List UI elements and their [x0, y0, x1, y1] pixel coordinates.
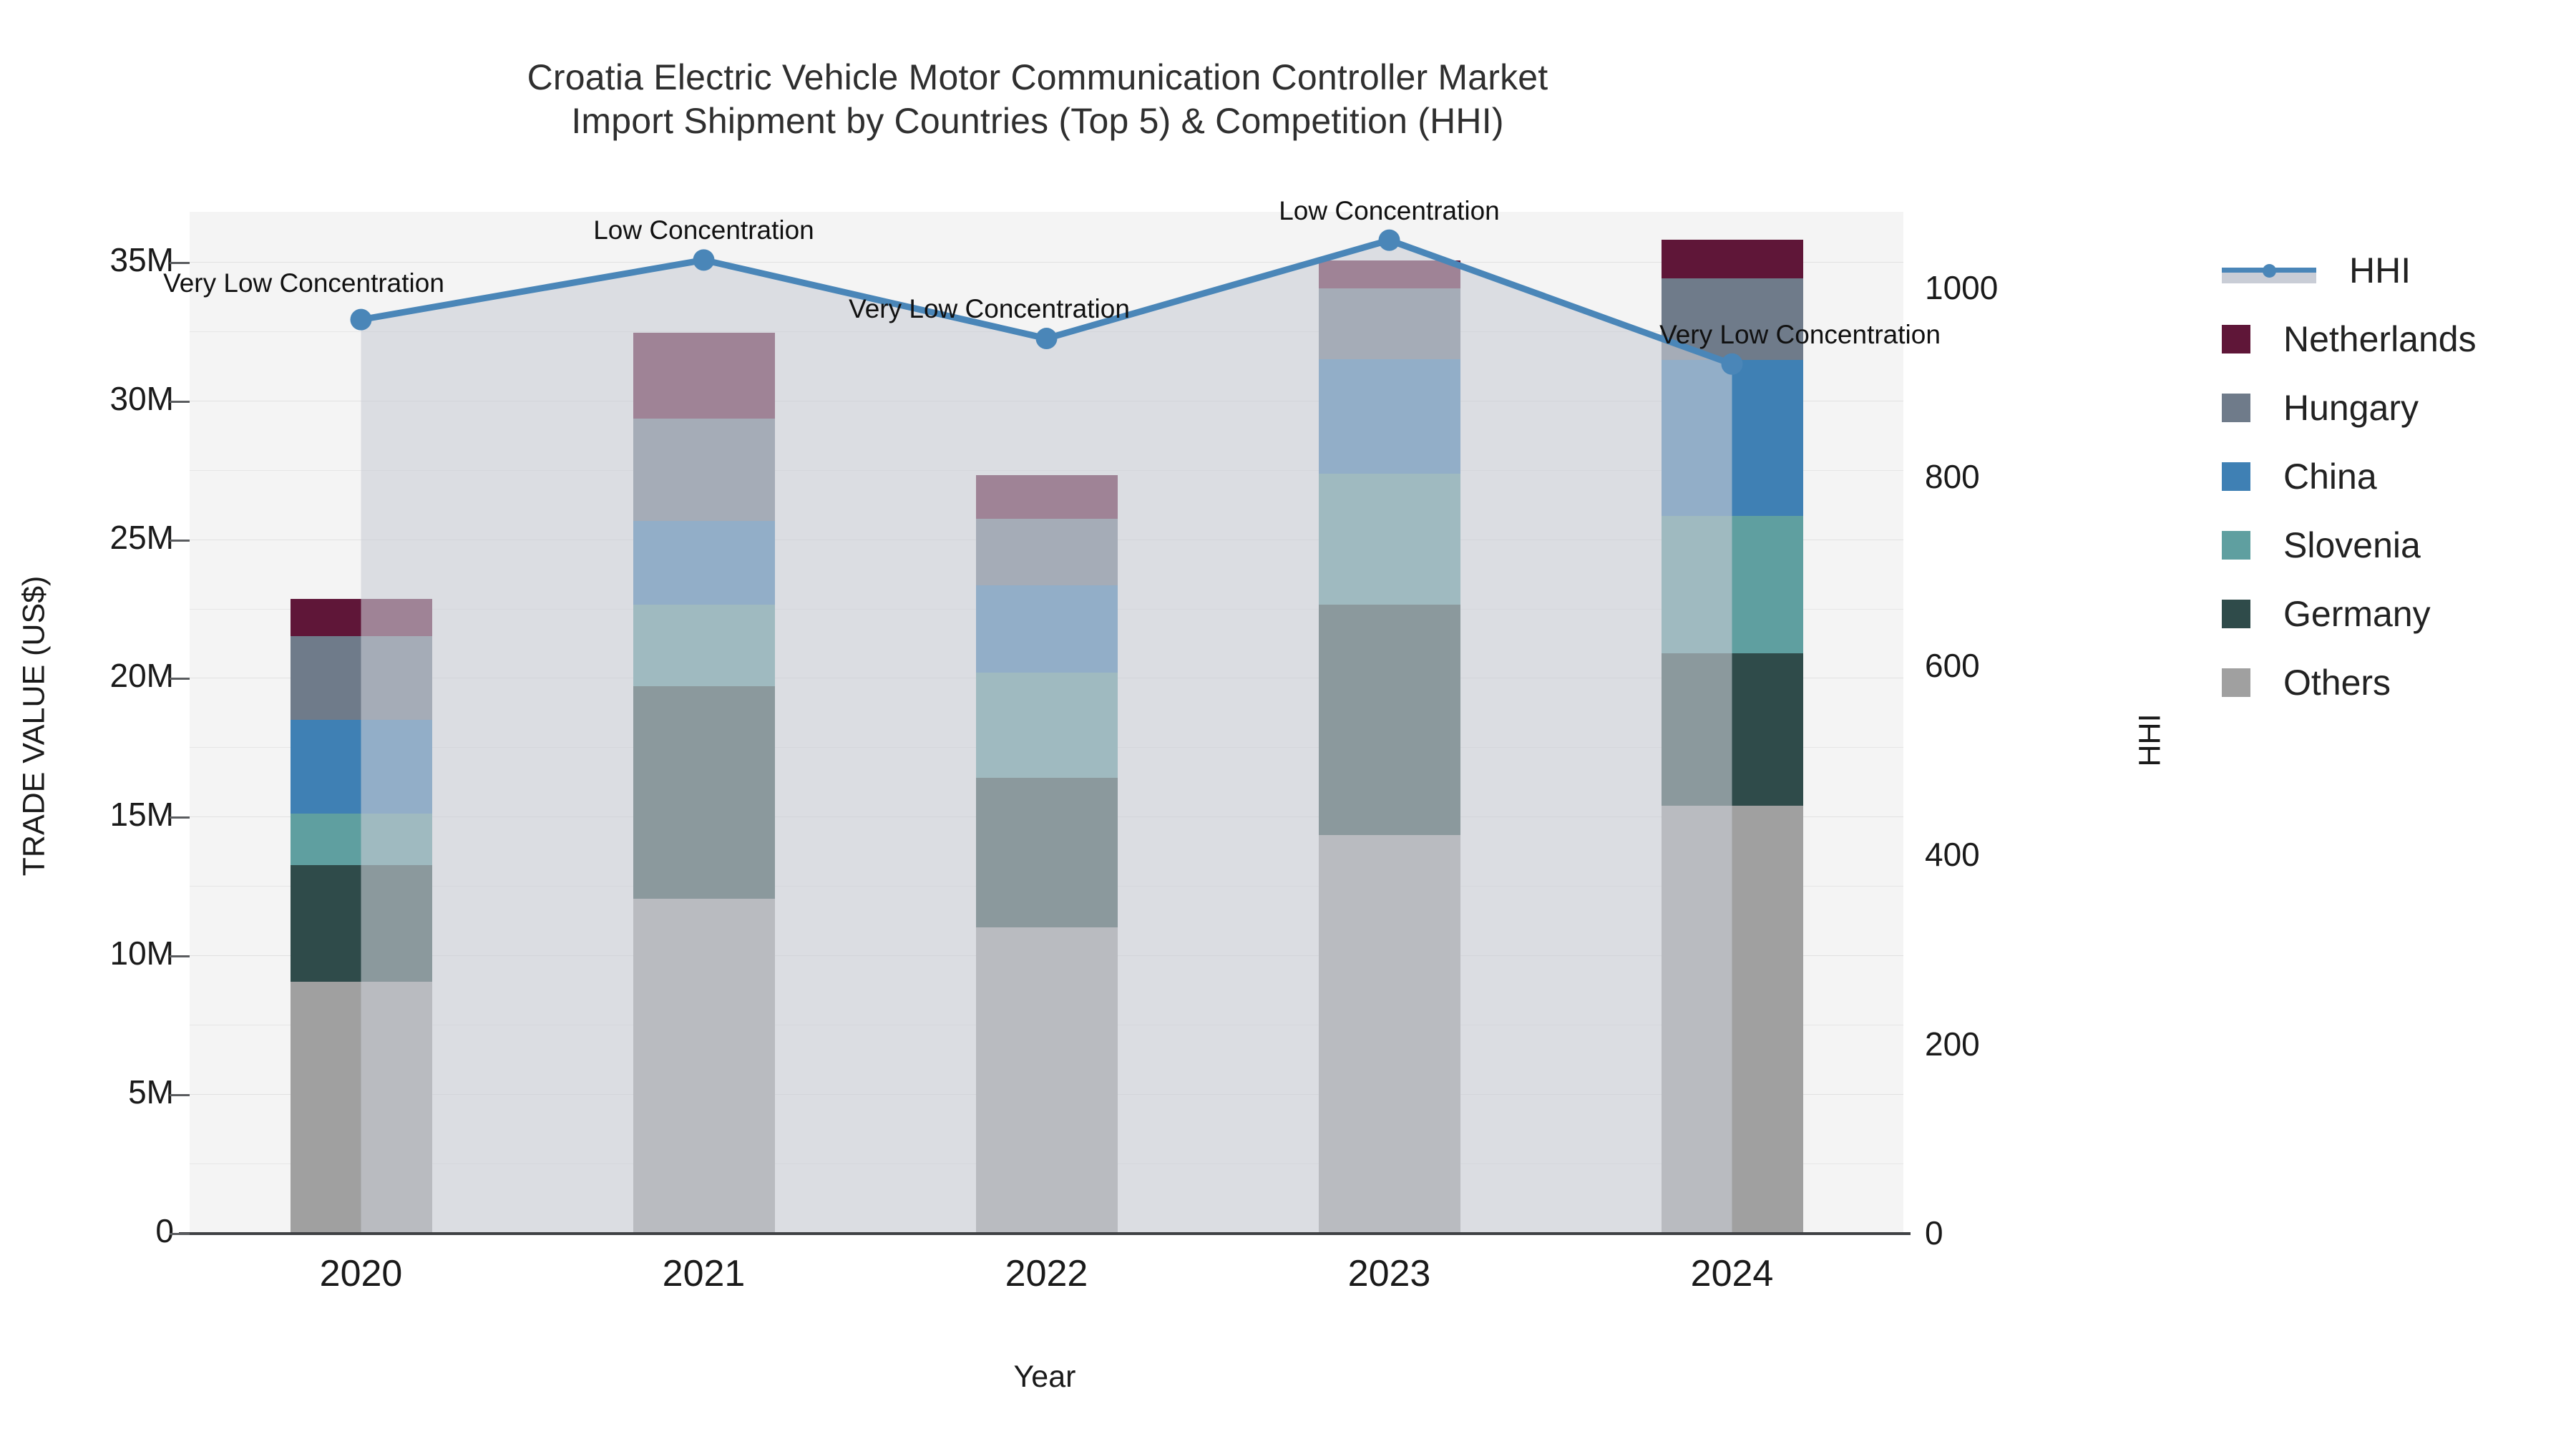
- bar-stack[interactable]: [975, 212, 1118, 1233]
- bar-segment-germany[interactable]: [1661, 653, 1803, 806]
- legend-item-slovenia[interactable]: Slovenia: [2222, 511, 2477, 580]
- y-axis-right-tick-label: 400: [1925, 836, 1980, 874]
- bar-segment-germany[interactable]: [975, 778, 1118, 928]
- y-axis-right-tick-label: 0: [1925, 1214, 1943, 1252]
- x-axis-tick-label: 2024: [1690, 1253, 1774, 1294]
- bar-stack[interactable]: [1318, 212, 1460, 1233]
- bar-segment-slovenia[interactable]: [290, 814, 432, 866]
- bar-segment-slovenia[interactable]: [1661, 515, 1803, 653]
- bar-segment-netherlands[interactable]: [1661, 239, 1803, 279]
- legend-item-china[interactable]: China: [2222, 442, 2477, 511]
- x-axis-tick-label: 2020: [319, 1253, 403, 1294]
- legend-color-swatch: [2222, 600, 2250, 628]
- x-axis-line: [179, 1232, 1911, 1235]
- legend-item-label: China: [2283, 457, 2377, 497]
- y-axis-right-tick-label: 800: [1925, 457, 1980, 495]
- bar-segment-hungary[interactable]: [633, 418, 775, 522]
- legend-item-label: HHI: [2349, 250, 2411, 291]
- y-axis-left-tick-mark: [170, 1233, 190, 1235]
- bar-segment-others[interactable]: [1318, 834, 1460, 1233]
- chart-title-line-2: Import Shipment by Countries (Top 5) & C…: [571, 101, 1504, 141]
- chart-title: Croatia Electric Vehicle Motor Communica…: [0, 56, 2075, 143]
- hhi-annotation: Low Concentration: [1279, 195, 1500, 225]
- legend-line-marker: [2222, 256, 2316, 285]
- bar-segment-others[interactable]: [290, 982, 432, 1233]
- legend-color-swatch: [2222, 462, 2250, 491]
- legend: HHI Netherlands Hungary China Slovenia German…: [2222, 236, 2477, 717]
- legend-color-swatch: [2222, 394, 2250, 422]
- bar-segment-netherlands[interactable]: [975, 475, 1118, 519]
- y-axis-left-tick-mark: [170, 955, 190, 958]
- x-axis-tick-label: 2021: [662, 1253, 746, 1294]
- bar-segment-slovenia[interactable]: [975, 672, 1118, 779]
- hhi-annotation: Very Low Concentration: [163, 268, 444, 298]
- y-axis-left-tick-mark: [170, 816, 190, 819]
- bar-segment-netherlands[interactable]: [290, 598, 432, 637]
- legend-color-swatch: [2222, 325, 2250, 353]
- bar-segment-germany[interactable]: [290, 865, 432, 982]
- bar-stack[interactable]: [633, 212, 775, 1233]
- legend-item-hhi[interactable]: HHI: [2222, 236, 2477, 305]
- hhi-annotation: Very Low Concentration: [849, 294, 1130, 324]
- bar-segment-germany[interactable]: [633, 686, 775, 899]
- bar-segment-netherlands[interactable]: [633, 332, 775, 419]
- bar-segment-china[interactable]: [1661, 360, 1803, 516]
- bar-segment-others[interactable]: [1661, 805, 1803, 1233]
- plot-inner: [190, 212, 1903, 1233]
- y-axis-left-title: TRADE VALUE (US$): [16, 575, 52, 877]
- y-axis-left-tick-mark: [170, 678, 190, 680]
- legend-item-label: Netherlands: [2283, 319, 2477, 359]
- bar-segment-others[interactable]: [633, 898, 775, 1233]
- bar-segment-hungary[interactable]: [290, 636, 432, 720]
- bar-segment-hungary[interactable]: [975, 518, 1118, 585]
- y-axis-right-tick-label: 200: [1925, 1025, 1980, 1063]
- bar-segment-china[interactable]: [975, 585, 1118, 673]
- legend-item-label: Others: [2283, 663, 2391, 703]
- legend-item-label: Slovenia: [2283, 525, 2421, 565]
- bar-segment-slovenia[interactable]: [633, 604, 775, 687]
- x-axis-title: Year: [1013, 1360, 1076, 1394]
- y-axis-left-tick-mark: [170, 261, 190, 264]
- hhi-annotation: Low Concentration: [593, 215, 814, 245]
- legend-item-netherlands[interactable]: Netherlands: [2222, 305, 2477, 374]
- bar-segment-slovenia[interactable]: [1318, 474, 1460, 605]
- bar-segment-others[interactable]: [975, 927, 1118, 1233]
- legend-color-swatch: [2222, 668, 2250, 697]
- bar-segment-netherlands[interactable]: [1318, 260, 1460, 288]
- legend-item-label: Germany: [2283, 594, 2431, 634]
- y-axis-left-tick-mark: [170, 1094, 190, 1097]
- bar-segment-china[interactable]: [1318, 358, 1460, 474]
- hhi-annotation: Very Low Concentration: [1659, 319, 1941, 349]
- x-axis-tick-label: 2022: [1005, 1253, 1088, 1294]
- bar-stack[interactable]: [290, 212, 432, 1233]
- legend-item-germany[interactable]: Germany: [2222, 580, 2477, 648]
- y-axis-left-tick-mark: [170, 539, 190, 542]
- plot-area: [190, 212, 1903, 1233]
- bar-segment-china[interactable]: [633, 521, 775, 605]
- legend-item-hungary[interactable]: Hungary: [2222, 374, 2477, 442]
- y-axis-right-title: HHI: [2132, 713, 2167, 767]
- y-axis-left-tick-mark: [170, 400, 190, 403]
- bar-stack[interactable]: [1661, 212, 1803, 1233]
- y-axis-right-tick-label: 600: [1925, 647, 1980, 685]
- legend-color-swatch: [2222, 531, 2250, 560]
- bar-segment-germany[interactable]: [1318, 604, 1460, 835]
- bar-segment-hungary[interactable]: [1318, 288, 1460, 359]
- x-axis-tick-label: 2023: [1347, 1253, 1431, 1294]
- legend-item-label: Hungary: [2283, 388, 2419, 428]
- chart-title-line-1: Croatia Electric Vehicle Motor Communica…: [527, 57, 1548, 97]
- legend-point-marker: [2263, 264, 2276, 278]
- y-axis-right-tick-label: 1000: [1925, 268, 1999, 306]
- bar-segment-china[interactable]: [290, 719, 432, 814]
- legend-item-others[interactable]: Others: [2222, 648, 2477, 717]
